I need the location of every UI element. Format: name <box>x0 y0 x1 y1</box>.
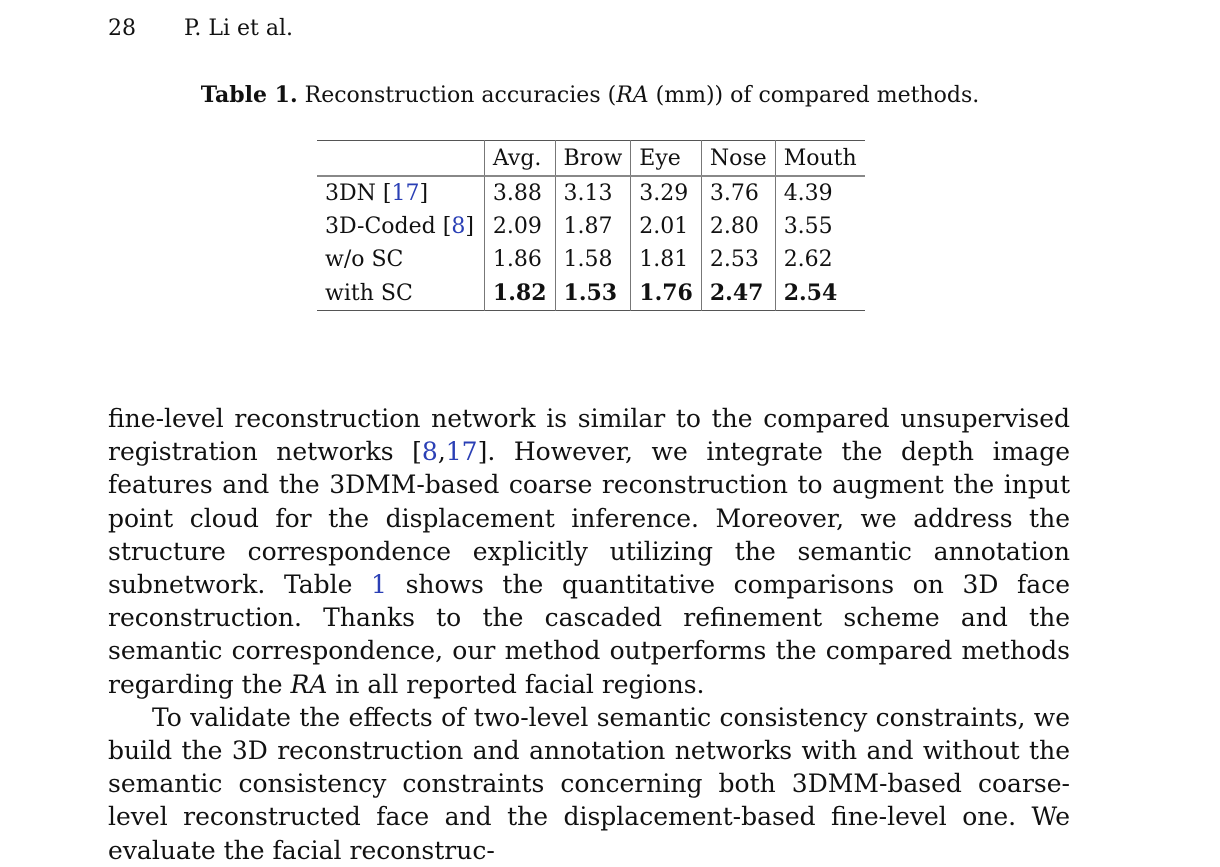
table-reference-link[interactable]: 1 <box>371 570 387 600</box>
page-number: 28 <box>108 16 136 41</box>
table-cell: 2.54 <box>774 276 865 311</box>
table-caption-text-post: (mm)) of compared methods. <box>648 83 980 108</box>
body-text: fine-level reconstruction network is sim… <box>108 402 1070 867</box>
column-header: Avg. <box>483 140 556 176</box>
table-cell: 1.82 <box>483 276 556 311</box>
table-cell: 2.01 <box>630 210 702 243</box>
table-cell: 3.88 <box>483 176 556 210</box>
method-cell: 3D-Coded [8] <box>325 214 474 239</box>
table-cell: 1.58 <box>554 243 631 276</box>
method-cell: with SC <box>325 280 413 306</box>
table-cell: 1.87 <box>554 210 631 243</box>
column-header <box>317 141 484 177</box>
citation-link[interactable]: 17 <box>445 437 478 467</box>
table-cell: 1.81 <box>630 243 702 276</box>
table-row-best: with SC 1.82 1.53 1.76 2.47 2.54 <box>317 276 865 311</box>
table-cell: 3.13 <box>554 176 631 210</box>
citation-link[interactable]: 8 <box>421 437 438 467</box>
results-table: Avg. Brow Eye Nose Mouth 3DN [17] 3.88 3… <box>317 140 865 311</box>
table-cell: 3.55 <box>774 210 865 243</box>
table-cell: 1.53 <box>554 276 631 311</box>
column-header: Brow <box>554 140 631 176</box>
results-table-container: Avg. Brow Eye Nose Mouth 3DN [17] 3.88 3… <box>317 140 865 311</box>
method-cell: w/o SC <box>325 247 404 272</box>
paragraph: To validate the effects of two-level sem… <box>108 702 1070 865</box>
table-cell: 1.76 <box>630 276 702 311</box>
table-row: 3DN [17] 3.88 3.13 3.29 3.76 4.39 <box>317 176 865 210</box>
citation-link[interactable]: 17 <box>391 181 420 206</box>
table-caption: Table 1. Reconstruction accuracies (RA (… <box>0 82 1140 108</box>
table-cell: 2.53 <box>700 243 776 276</box>
table-caption-ra: RA <box>616 83 649 108</box>
table-cell: 2.09 <box>483 210 556 243</box>
column-header: Eye <box>630 140 702 176</box>
table-cell: 3.76 <box>700 176 776 210</box>
column-header: Nose <box>700 140 776 176</box>
table-row: 3D-Coded [8] 2.09 1.87 2.01 2.80 3.55 <box>317 210 865 243</box>
table-cell: 1.86 <box>483 243 556 276</box>
table-caption-label: Table 1. <box>200 82 298 108</box>
table-header-row: Avg. Brow Eye Nose Mouth <box>317 140 865 177</box>
method-cell: 3DN [17] <box>325 181 429 206</box>
column-header: Mouth <box>774 140 865 176</box>
page-header: 28 P. Li et al. <box>108 16 293 41</box>
citation-link[interactable]: 8 <box>451 214 466 239</box>
table-caption-text-pre: Reconstruction accuracies ( <box>297 83 617 108</box>
table-cell: 2.47 <box>700 276 776 311</box>
paragraph: fine-level reconstruction network is sim… <box>108 404 1070 699</box>
running-authors: P. Li et al. <box>184 16 293 41</box>
table-cell: 2.62 <box>774 243 865 276</box>
table-cell: 4.39 <box>774 176 865 210</box>
table-cell: 3.29 <box>630 176 702 210</box>
table-cell: 2.80 <box>700 210 776 243</box>
table-row: w/o SC 1.86 1.58 1.81 2.53 2.62 <box>317 243 865 276</box>
